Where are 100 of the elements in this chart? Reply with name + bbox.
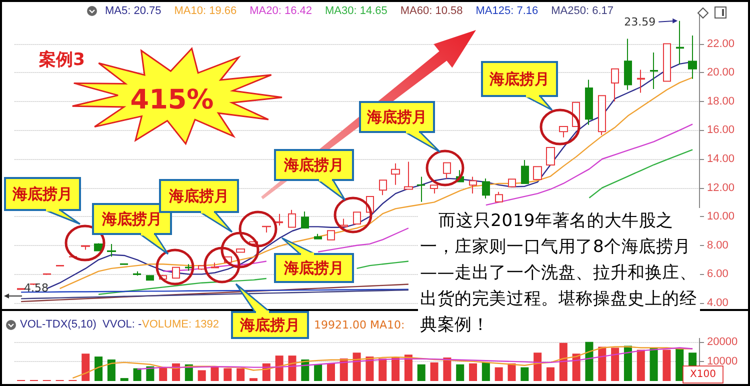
text: MA30: 14.65	[325, 5, 388, 17]
y-tick-label: 20.00	[707, 66, 735, 79]
y-tick-label: 10.00	[707, 210, 735, 223]
bar	[508, 363, 516, 381]
bar	[224, 368, 232, 381]
chart-subtitle: VOLUME: 1392	[142, 318, 220, 330]
candlestick	[353, 212, 361, 224]
candlestick	[546, 146, 555, 166]
callout: 海底捞月	[274, 237, 354, 283]
bar	[417, 364, 426, 381]
y-tick-label: 18.00	[707, 95, 735, 108]
bar	[534, 352, 542, 381]
candlestick	[598, 95, 606, 136]
candlestick	[172, 266, 180, 280]
bar	[82, 354, 90, 381]
bar	[210, 366, 219, 381]
callout: 海底捞月	[231, 283, 309, 339]
text: 19921.00 MA10:	[314, 318, 405, 332]
candlestick	[275, 213, 283, 226]
callout: 海底捞月	[4, 177, 81, 225]
bar	[159, 367, 168, 381]
bar	[120, 378, 128, 381]
candlestick	[508, 178, 516, 188]
bar	[378, 358, 387, 381]
candlestick	[495, 191, 503, 202]
candlestick	[443, 162, 451, 179]
candlestick	[469, 176, 477, 194]
chart-title: VOL-TDX(5,10) VVOL: -	[20, 318, 142, 330]
bar	[443, 358, 452, 381]
bar	[650, 348, 658, 381]
candlestick	[314, 233, 322, 240]
bar	[546, 367, 554, 381]
candlestick	[637, 69, 645, 94]
text: MA125: 7.16	[476, 5, 538, 17]
candlestick	[430, 184, 438, 194]
bar	[598, 346, 606, 381]
annotation: 415%	[130, 84, 214, 116]
annotation: 4.58	[24, 282, 48, 294]
candlestick	[327, 230, 335, 240]
bar	[482, 362, 490, 381]
candlestick	[404, 161, 413, 190]
bar	[636, 350, 645, 381]
bar	[611, 348, 620, 381]
annotation: 海底捞月	[168, 187, 229, 205]
bar	[520, 367, 529, 381]
bar	[133, 368, 142, 381]
bar	[404, 354, 412, 381]
bar	[198, 370, 206, 381]
callout: 海底捞月	[359, 101, 441, 153]
candlestick	[417, 176, 425, 202]
bar	[456, 364, 464, 381]
candlestick	[379, 180, 387, 196]
line-series	[20, 284, 410, 302]
text: MA5: 20.75	[105, 5, 162, 17]
callout: 海底捞月	[274, 149, 354, 201]
annotation: 海底捞月	[488, 70, 550, 88]
text: MA20: 16.42	[250, 5, 312, 17]
annotation: 案例3	[38, 49, 85, 70]
text: MA10: 19.66	[174, 5, 237, 17]
annotation: 海底捞月	[283, 259, 344, 277]
bar	[366, 356, 374, 381]
candlestick	[533, 166, 542, 180]
y-tick-label: 8.00	[707, 239, 728, 252]
bar	[288, 356, 296, 381]
bar	[624, 346, 632, 381]
callout: 海底捞月	[159, 179, 239, 233]
candlestick	[391, 162, 400, 186]
candlestick	[236, 248, 245, 254]
bar	[275, 356, 284, 381]
bar	[494, 367, 503, 381]
y-tick-label: 16.00	[707, 124, 735, 136]
y-tick-label: 6.00	[707, 268, 728, 280]
candlestick	[559, 126, 568, 138]
annotation: 而这只2019年著名的大牛股之一，庄家则一口气用了8个海底捞月——走出了一个洗盘、拉升和换庄、出货的完美过程。堪称操盘史上的经典案例！	[418, 208, 700, 338]
candlestick	[133, 270, 141, 276]
y-tick-label: 10000	[707, 355, 738, 368]
y-tick-label: 22.00	[707, 38, 735, 50]
bar	[392, 358, 400, 381]
y-tick-label: 12.00	[707, 182, 735, 194]
callout: 海底捞月	[481, 61, 558, 111]
bar	[585, 342, 594, 381]
annotation: 海底捞月	[12, 185, 72, 203]
bar	[662, 350, 671, 381]
bar	[326, 363, 335, 381]
annotation: 海底捞月	[283, 156, 344, 174]
annotation: 海底捞月	[366, 108, 427, 126]
candlestick	[585, 79, 593, 126]
bar	[559, 342, 568, 381]
bar	[469, 363, 478, 381]
annotation: X100	[690, 369, 716, 380]
candlestick	[146, 274, 154, 282]
bar	[430, 362, 438, 381]
candlestick	[288, 209, 296, 228]
candlestick	[262, 226, 271, 233]
text: MA60: 10.58	[400, 5, 463, 17]
bar	[94, 356, 103, 381]
text: MA250: 6.17	[551, 5, 614, 17]
candlestick	[688, 34, 697, 80]
y-tick-label: 20000	[707, 336, 738, 348]
candlestick	[211, 262, 219, 268]
